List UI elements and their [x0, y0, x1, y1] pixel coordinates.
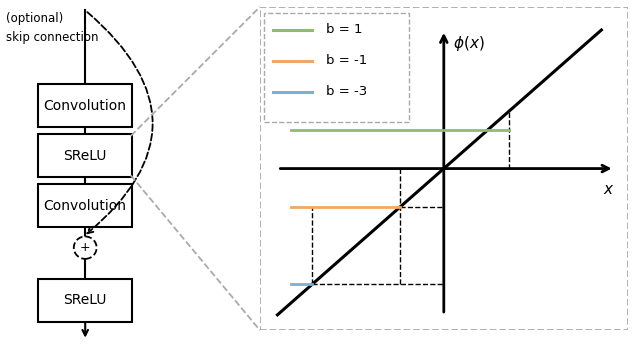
Ellipse shape	[74, 237, 96, 259]
Text: b = -1: b = -1	[326, 54, 367, 67]
Text: x: x	[604, 182, 612, 197]
Text: $\phi(x)$: $\phi(x)$	[453, 34, 484, 53]
Text: (optional): (optional)	[6, 12, 63, 25]
FancyBboxPatch shape	[264, 13, 409, 122]
FancyBboxPatch shape	[38, 84, 133, 127]
Text: b = -3: b = -3	[326, 85, 367, 98]
Text: SReLU: SReLU	[63, 149, 107, 163]
Text: +: +	[80, 241, 91, 254]
Text: skip connection: skip connection	[6, 31, 98, 44]
Text: Convolution: Convolution	[44, 198, 127, 213]
FancyArrowPatch shape	[87, 12, 153, 233]
FancyBboxPatch shape	[260, 7, 628, 330]
Text: Convolution: Convolution	[44, 99, 127, 113]
FancyBboxPatch shape	[38, 279, 133, 322]
Text: SReLU: SReLU	[63, 293, 107, 307]
FancyBboxPatch shape	[38, 184, 133, 227]
Text: b = 1: b = 1	[326, 23, 362, 36]
FancyBboxPatch shape	[38, 134, 133, 177]
